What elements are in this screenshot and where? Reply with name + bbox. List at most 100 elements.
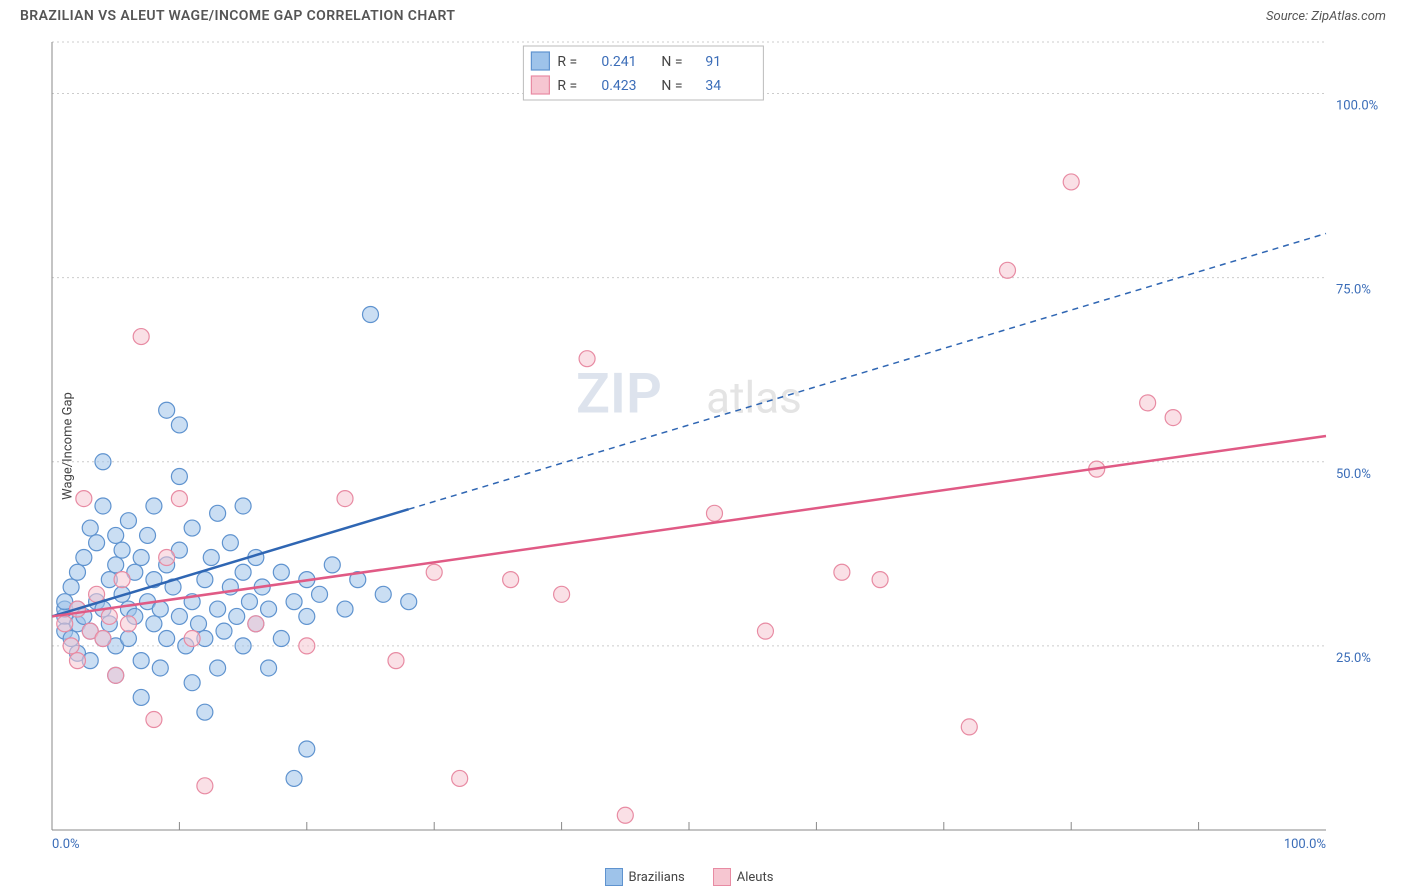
legend-label: Aleuts	[737, 870, 774, 885]
data-point	[82, 520, 98, 536]
data-point	[159, 402, 175, 418]
legend-r-label: R =	[557, 78, 577, 94]
data-point	[216, 623, 232, 639]
trend-line-brazilians-extrap	[409, 233, 1326, 509]
data-point	[299, 638, 315, 654]
data-point	[337, 491, 353, 507]
source-attribution: Source: ZipAtlas.com	[1266, 9, 1386, 24]
data-point	[133, 653, 149, 669]
legend-n-value: 34	[705, 78, 721, 94]
y-tick-label: 75.0%	[1336, 283, 1371, 298]
data-point	[210, 601, 226, 617]
legend-r-value: 0.423	[601, 78, 636, 94]
data-point	[184, 631, 200, 647]
data-point	[834, 564, 850, 580]
data-point	[159, 550, 175, 566]
data-point	[76, 491, 92, 507]
legend-label: Brazilians	[629, 870, 685, 885]
legend-swatch	[531, 76, 549, 94]
data-point	[63, 638, 79, 654]
data-point	[579, 351, 595, 367]
data-point	[108, 527, 124, 543]
data-point	[235, 564, 251, 580]
data-point	[184, 675, 200, 691]
trend-line-aleuts	[52, 436, 1326, 616]
data-point	[261, 660, 277, 676]
data-point	[171, 608, 187, 624]
data-point	[152, 601, 168, 617]
chart-title: BRAZILIAN VS ALEUT WAGE/INCOME GAP CORRE…	[20, 8, 455, 24]
data-point	[152, 660, 168, 676]
trend-line-brazilians	[52, 509, 409, 616]
legend-swatch	[713, 868, 731, 886]
data-point	[95, 454, 111, 470]
scatter-chart: 25.0%50.0%75.0%100.0%0.0%100.0%ZIPatlasR…	[48, 40, 1390, 852]
data-point	[191, 616, 207, 632]
legend-r-value: 0.241	[601, 54, 636, 70]
data-point	[299, 608, 315, 624]
data-point	[76, 550, 92, 566]
y-tick-label: 50.0%	[1336, 467, 1371, 482]
data-point	[171, 491, 187, 507]
data-point	[1140, 395, 1156, 411]
data-point	[312, 586, 328, 602]
data-point	[140, 527, 156, 543]
data-point	[1165, 410, 1181, 426]
legend-n-label: N =	[661, 54, 682, 70]
data-point	[114, 572, 130, 588]
data-point	[273, 564, 289, 580]
data-point	[222, 535, 238, 551]
data-point	[197, 572, 213, 588]
data-point	[210, 660, 226, 676]
data-point	[241, 594, 257, 610]
data-point	[452, 770, 468, 786]
data-point	[197, 778, 213, 794]
data-point	[120, 631, 136, 647]
data-point	[108, 557, 124, 573]
data-point	[95, 498, 111, 514]
data-point	[197, 704, 213, 720]
data-point	[171, 469, 187, 485]
data-point	[101, 608, 117, 624]
data-point	[146, 712, 162, 728]
data-point	[120, 616, 136, 632]
data-point	[401, 594, 417, 610]
data-point	[273, 631, 289, 647]
data-point	[324, 557, 340, 573]
data-point	[426, 564, 442, 580]
legend-n-label: N =	[661, 78, 682, 94]
data-point	[235, 638, 251, 654]
data-point	[146, 498, 162, 514]
data-point	[171, 417, 187, 433]
data-point	[1063, 174, 1079, 190]
data-point	[69, 653, 85, 669]
data-point	[146, 616, 162, 632]
legend-r-label: R =	[557, 54, 577, 70]
data-point	[961, 719, 977, 735]
x-tick-label: 100.0%	[1284, 837, 1326, 852]
data-point	[337, 601, 353, 617]
data-point	[184, 520, 200, 536]
data-point	[203, 550, 219, 566]
data-point	[210, 505, 226, 521]
data-point	[1000, 262, 1016, 278]
y-tick-label: 100.0%	[1336, 99, 1378, 114]
data-point	[872, 572, 888, 588]
data-point	[388, 653, 404, 669]
data-point	[159, 631, 175, 647]
data-point	[261, 601, 277, 617]
data-point	[63, 579, 79, 595]
data-point	[69, 564, 85, 580]
data-point	[503, 572, 519, 588]
data-point	[286, 770, 302, 786]
data-point	[757, 623, 773, 639]
data-point	[57, 616, 73, 632]
data-point	[89, 535, 105, 551]
data-point	[133, 550, 149, 566]
x-tick-label: 0.0%	[52, 837, 80, 852]
data-point	[95, 631, 111, 647]
data-point	[706, 505, 722, 521]
legend-n-value: 91	[705, 54, 721, 70]
watermark: atlas	[706, 371, 802, 423]
data-point	[248, 616, 264, 632]
